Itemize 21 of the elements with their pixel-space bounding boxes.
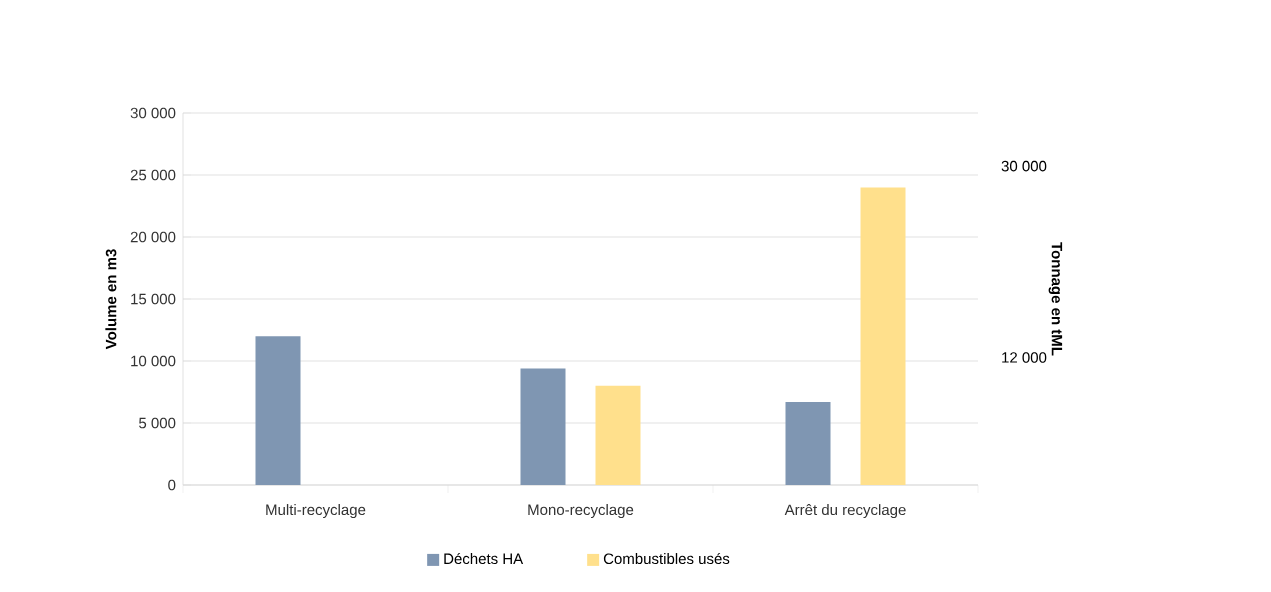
y-tick-label: 0 — [168, 479, 176, 491]
y-tick-label: 25 000 — [130, 169, 176, 181]
y2-tick-label: 30 000 — [1001, 160, 1047, 172]
legend-label: Combustibles usés — [603, 552, 730, 565]
y-tick-label: 5 000 — [139, 417, 176, 429]
y-axis-title: Volume en m3 — [105, 249, 117, 350]
y-tick-label: 15 000 — [131, 293, 176, 305]
bar — [255, 336, 301, 485]
x-tick-label: Multi-recyclage — [266, 504, 366, 519]
bar — [520, 368, 566, 485]
y2-tick-label: 12 000 — [1002, 352, 1047, 363]
y-tick-label: 10 000 — [131, 355, 176, 367]
x-tick-label: Arrêt du recyclage — [784, 504, 906, 519]
y-tick-label: 20 000 — [130, 231, 176, 243]
x-tick-label: Mono-recyclage — [528, 504, 634, 519]
legend-label: Déchets HA — [444, 552, 524, 565]
bar — [595, 385, 641, 485]
y-tick-label: 30 000 — [130, 107, 176, 119]
y2-axis-title: Tonnage en tML — [1048, 242, 1063, 356]
bar — [860, 187, 906, 485]
bar — [785, 401, 831, 485]
